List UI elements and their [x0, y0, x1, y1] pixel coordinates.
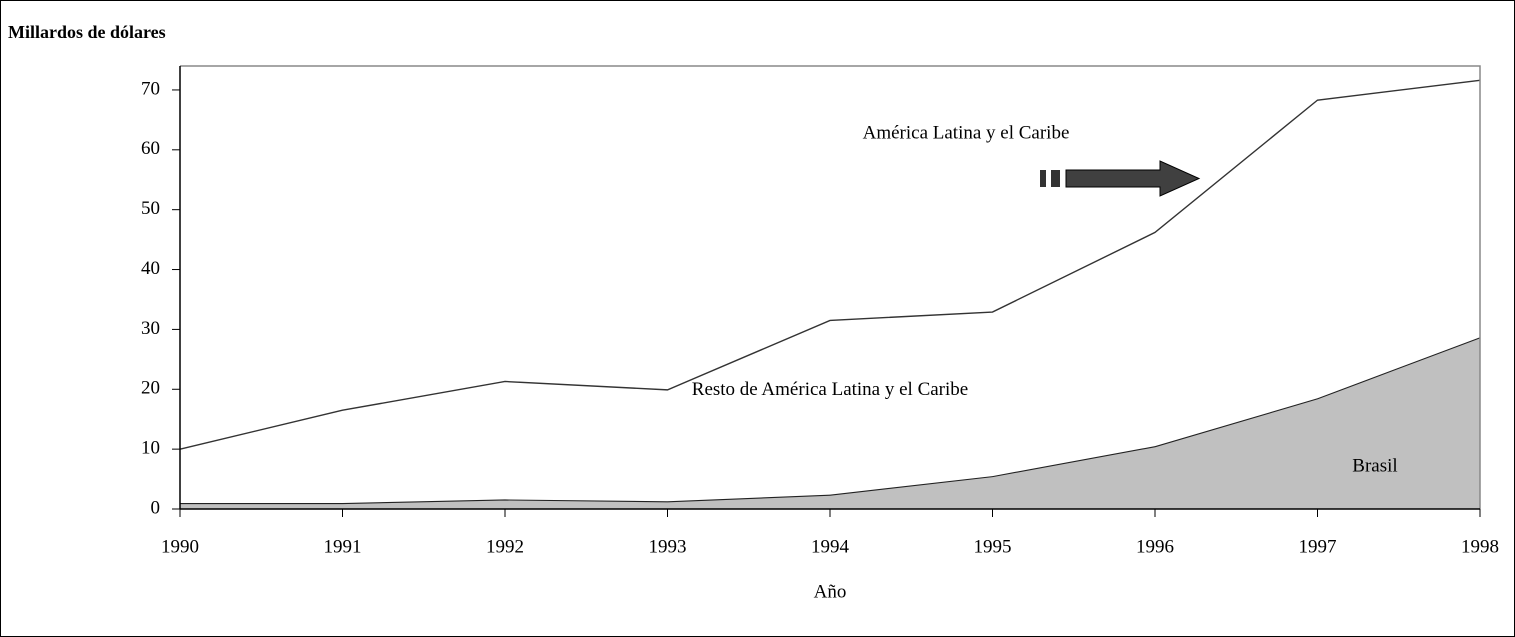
y-tick-label: 50 — [141, 198, 160, 219]
x-tick-label: 1996 — [1136, 536, 1174, 557]
series-label-box: Resto de América Latina y el Caribe — [691, 379, 969, 400]
area — [180, 337, 1480, 509]
y-tick-label: 20 — [141, 378, 160, 399]
x-axis-label: Año — [814, 581, 847, 602]
y-tick-label: 60 — [141, 138, 160, 159]
x-tick-label: 1995 — [974, 536, 1012, 557]
arrow — [1040, 160, 1201, 197]
chart-title: Millardos de dólares — [8, 22, 166, 42]
plot-border — [180, 65, 1481, 509]
annotation: América Latina y el Caribe — [863, 122, 1070, 143]
x-tick-label: 1990 — [161, 536, 199, 557]
x-tick-label: 1998 — [1461, 536, 1499, 557]
series-label: Brasil — [1352, 455, 1397, 476]
x-tick-label: 1994 — [811, 536, 850, 557]
y-tick-label: 0 — [151, 497, 161, 518]
area — [180, 80, 1480, 504]
y-tick-label: 70 — [141, 78, 160, 99]
x-tick-label: 1997 — [1299, 536, 1337, 557]
x-tick-label: 1992 — [486, 536, 524, 557]
y-tick-label: 30 — [141, 318, 160, 339]
x-tick-label: 1991 — [324, 536, 362, 557]
y-tick-label: 10 — [141, 437, 160, 458]
x-tick-label: 1993 — [649, 536, 687, 557]
series-label: Resto de América Latina y el Caribe — [691, 379, 969, 400]
area-edge — [179, 79, 1481, 450]
y-tick-label: 40 — [141, 258, 160, 279]
